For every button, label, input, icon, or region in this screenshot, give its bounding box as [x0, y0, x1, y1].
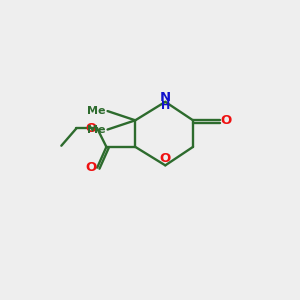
- Text: Me: Me: [87, 106, 105, 116]
- Text: O: O: [85, 161, 96, 174]
- Text: O: O: [220, 114, 232, 127]
- Text: O: O: [160, 152, 171, 165]
- Text: Me: Me: [87, 124, 105, 135]
- Text: N: N: [160, 91, 171, 104]
- Text: H: H: [161, 101, 170, 112]
- Text: O: O: [85, 122, 96, 135]
